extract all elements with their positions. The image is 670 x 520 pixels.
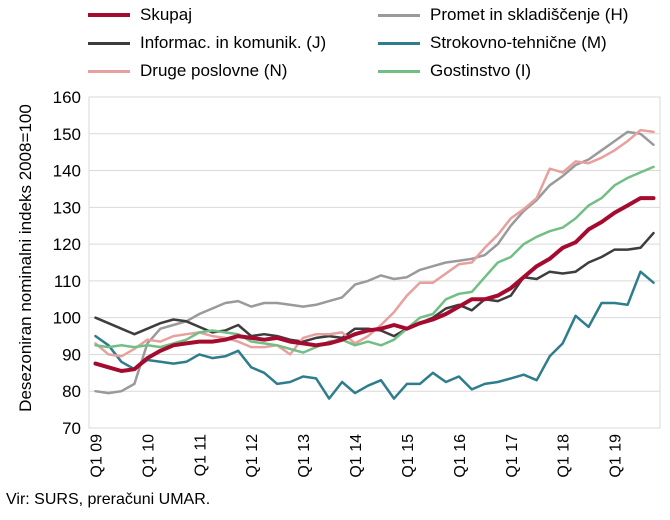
legend-swatch [88,13,130,17]
series-line-5 [94,165,655,354]
series-lines [93,128,656,400]
legend-label: Druge poslovne (N) [140,61,288,80]
x-tick-label: Q1 12 [244,434,261,478]
x-tick-label: Q1 16 [452,434,469,478]
legend-item-druge: Druge poslovne (N) [88,60,287,82]
legend-label: Strokovno-tehnične (M) [430,33,607,52]
legend-label: Informac. in komunik. (J) [140,33,327,52]
legend-label: Gostinstvo (I) [430,61,532,80]
y-tick-label: 150 [53,125,81,144]
series-line-0 [93,196,656,373]
y-tick-label: 130 [53,198,81,217]
legend-item-skupaj: Skupaj [88,4,192,26]
legend-label: Skupaj [140,5,192,24]
legend: Skupaj Promet in skladiščenje (H) Inform… [88,4,668,84]
x-tick-label: Q1 14 [348,434,365,478]
y-axis-label: Desezoniran nominalni indeks 2008=100 [16,104,35,412]
source-note: Vir: SURS, preračuni UMAR. [6,491,211,508]
x-tick-label: Q1 17 [504,434,521,478]
legend-item-promet: Promet in skladiščenje (H) [378,4,628,26]
legend-swatch [378,41,420,45]
legend-swatch [88,69,130,73]
x-tick-label: Q1 10 [140,434,157,478]
y-tick-label: 110 [54,272,81,291]
legend-item-informac: Informac. in komunik. (J) [88,32,326,54]
legend-swatch [378,69,420,73]
y-tick-label: 140 [53,162,81,181]
x-tick-label: Q1 11 [192,434,209,477]
legend-label: Promet in skladiščenje (H) [430,5,629,24]
x-tick-label: Q1 09 [88,434,105,478]
y-tick-label: 70 [62,419,81,438]
x-tick-label: Q1 13 [296,434,313,478]
y-tick-label: 120 [53,235,81,254]
gridlines [89,96,660,429]
y-tick-label: 160 [53,88,81,107]
series-line-3 [94,270,655,400]
legend-swatch [378,13,420,17]
y-tick-label: 100 [53,309,81,328]
legend-item-gostinstvo: Gostinstvo (I) [378,60,531,82]
x-axis-ticks: Q1 09 Q1 10 Q1 11 Q1 12 Q1 13 Q1 14 Q1 15 Q1 16… [88,434,624,478]
plot-frame [88,96,661,429]
y-axis-ticks: 70 80 90 100 110 120 130 140 150 160 [53,88,81,438]
x-tick-label: Q1 15 [400,434,417,478]
legend-swatch [88,41,130,45]
y-tick-label: 80 [62,382,81,401]
series-line-1 [94,130,655,395]
y-tick-label: 90 [62,345,81,364]
x-tick-label: Q1 18 [556,434,573,478]
x-tick-label: Q1 19 [608,434,625,478]
legend-item-strokovno: Strokovno-tehnične (M) [378,32,607,54]
